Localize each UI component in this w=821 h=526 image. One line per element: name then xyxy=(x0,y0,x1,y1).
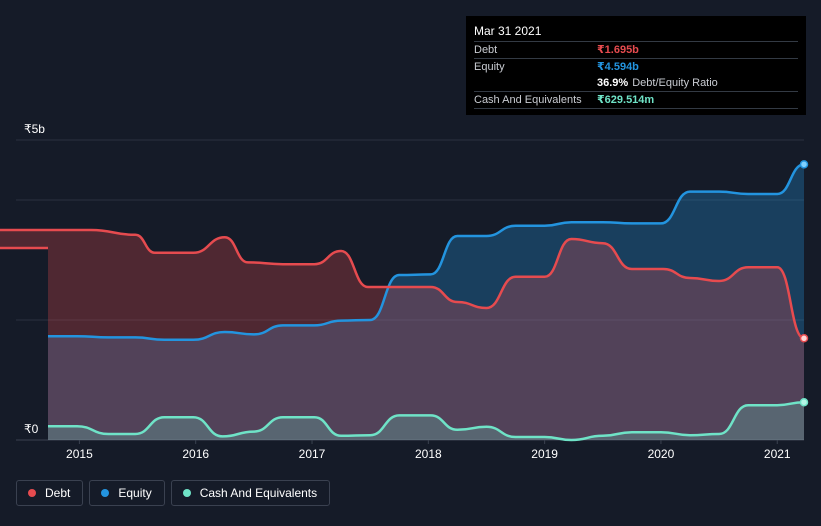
legend-item-cash[interactable]: Cash And Equivalents xyxy=(170,480,331,506)
legend: Debt Equity Cash And Equivalents xyxy=(16,480,331,506)
cash-dot-icon xyxy=(182,489,191,497)
legend-item-debt[interactable]: Debt xyxy=(16,480,84,506)
tooltip-debt-row: Debt ₹1.695b xyxy=(474,41,798,58)
legend-item-equity[interactable]: Equity xyxy=(89,480,165,506)
legend-cash-label: Cash And Equivalents xyxy=(199,486,318,500)
series-lines xyxy=(0,163,805,442)
end-markers xyxy=(799,160,809,407)
gridlines xyxy=(16,139,804,441)
equity-area xyxy=(48,164,804,441)
debt-line xyxy=(0,228,805,340)
tooltip-debt-value: ₹1.695b xyxy=(597,44,639,56)
x-tick-label: 2019 xyxy=(531,447,558,461)
y-axis: ₹5b ₹0 xyxy=(24,122,45,436)
tooltip-cash-row: Cash And Equivalents ₹629.514m xyxy=(474,91,798,109)
tooltip-equity-label: Equity xyxy=(474,61,505,73)
cash-area xyxy=(48,402,804,440)
legend-debt-label: Debt xyxy=(45,486,71,500)
x-tick-label: 2018 xyxy=(415,447,442,461)
y-tick-label: ₹5b xyxy=(24,122,45,136)
tooltip-ratio-row: 36.9% Debt/Equity Ratio xyxy=(474,75,798,91)
debt-area xyxy=(0,230,804,440)
equity-line xyxy=(48,163,805,342)
y-tick-label: ₹0 xyxy=(24,422,39,436)
tooltip-ratio-label: Debt/Equity Ratio xyxy=(632,77,718,89)
series-areas xyxy=(0,164,804,441)
tooltip-date: Mar 31 2021 xyxy=(474,24,542,38)
x-tick-label: 2015 xyxy=(66,447,93,461)
tooltip-cash-value: ₹629.514m xyxy=(597,94,655,106)
x-tick-label: 2017 xyxy=(299,447,326,461)
tooltip-debt-label: Debt xyxy=(474,44,498,56)
x-tick-label: 2016 xyxy=(182,447,209,461)
tooltip-equity-row: Equity ₹4.594b xyxy=(474,58,798,75)
x-tick-label: 2021 xyxy=(764,447,791,461)
debt-end-marker xyxy=(799,334,809,343)
cash-line xyxy=(48,400,805,442)
tooltip-panel: Mar 31 2021 Debt ₹1.695b Equity ₹4.594b … xyxy=(466,16,806,115)
tooltip-equity-value: ₹4.594b xyxy=(597,61,639,73)
tooltip-ratio-value: 36.9% xyxy=(597,77,629,89)
cash-end-marker xyxy=(799,397,809,407)
equity-end-marker xyxy=(799,160,809,169)
legend-equity-label: Equity xyxy=(118,486,152,500)
debt-dot-icon xyxy=(28,489,36,497)
equity-dot-icon xyxy=(101,489,110,497)
tooltip-cash-label: Cash And Equivalents xyxy=(474,94,582,106)
x-axis: 2015 2016 2017 2018 2019 2020 2021 xyxy=(66,440,791,461)
x-tick-label: 2020 xyxy=(648,447,675,461)
